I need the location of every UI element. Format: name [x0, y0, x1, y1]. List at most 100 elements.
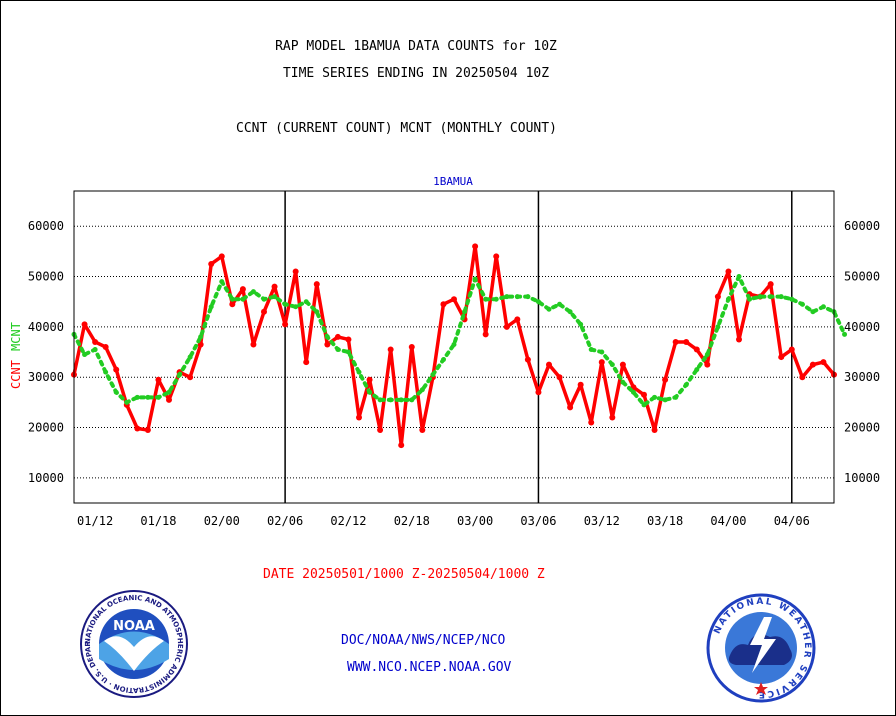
data-point-ccnt: [482, 331, 489, 338]
data-point-mcnt: [335, 347, 341, 353]
data-point-mcnt: [546, 306, 552, 312]
data-point-mcnt: [652, 394, 658, 400]
y-tick-label-right: 30000: [844, 370, 880, 384]
data-point-ccnt: [588, 419, 595, 426]
data-point-ccnt: [820, 359, 827, 366]
data-point-mcnt: [535, 299, 541, 305]
data-point-ccnt: [641, 391, 647, 398]
data-point-ccnt: [366, 376, 373, 383]
data-point-mcnt: [419, 387, 425, 393]
x-tick-label: 02/18: [394, 514, 430, 528]
data-point-mcnt: [440, 357, 446, 363]
data-point-ccnt: [292, 268, 299, 275]
y-tick-label-left: 50000: [28, 270, 64, 284]
data-point-mcnt: [588, 347, 594, 353]
data-point-ccnt: [493, 253, 500, 260]
data-point-ccnt: [377, 427, 384, 434]
data-point-mcnt: [673, 394, 679, 400]
data-point-ccnt: [324, 341, 331, 348]
data-point-ccnt: [619, 361, 626, 368]
data-point-ccnt: [187, 374, 194, 381]
data-point-ccnt: [524, 356, 531, 363]
y-tick-label-right: 20000: [844, 421, 880, 435]
data-point-ccnt: [134, 425, 141, 432]
data-point-mcnt: [620, 379, 626, 385]
data-point-ccnt: [398, 442, 405, 449]
nws-logo: NATIONAL WEATHER SERVICE: [706, 593, 816, 703]
data-point-ccnt: [704, 361, 711, 368]
data-point-ccnt: [609, 414, 616, 421]
data-point-ccnt: [577, 381, 584, 388]
y-tick-label-left: 30000: [28, 370, 64, 384]
x-tick-label: 02/00: [204, 514, 240, 528]
website-label: WWW.NCO.NCEP.NOAA.GOV: [347, 660, 512, 675]
y-tick-label-right: 50000: [844, 270, 880, 284]
data-point-ccnt: [271, 283, 278, 290]
data-point-mcnt: [683, 382, 689, 388]
data-point-ccnt: [250, 341, 257, 348]
data-point-ccnt: [218, 253, 225, 260]
data-point-ccnt: [345, 336, 352, 343]
data-point-mcnt: [493, 296, 499, 302]
data-point-mcnt: [113, 389, 119, 395]
data-point-mcnt: [345, 349, 351, 355]
data-point-ccnt: [229, 301, 236, 308]
data-point-mcnt: [768, 294, 774, 300]
data-point-mcnt: [641, 402, 647, 408]
data-point-mcnt: [261, 296, 267, 302]
y-tick-label-left: 40000: [28, 320, 64, 334]
data-point-mcnt: [694, 367, 700, 373]
data-point-mcnt: [356, 369, 362, 375]
data-point-mcnt: [789, 296, 795, 302]
y-tick-label-right: 40000: [844, 320, 880, 334]
data-point-mcnt: [430, 372, 436, 378]
data-point-mcnt: [715, 324, 721, 330]
data-point-mcnt: [124, 399, 130, 405]
data-point-mcnt: [451, 341, 457, 347]
data-point-ccnt: [799, 374, 806, 381]
data-point-mcnt: [820, 304, 826, 310]
data-point-mcnt: [82, 352, 88, 358]
data-point-ccnt: [282, 321, 289, 328]
data-point-mcnt: [388, 397, 394, 403]
data-point-ccnt: [440, 301, 447, 308]
y-tick-label-right: 60000: [844, 219, 880, 233]
data-point-mcnt: [240, 296, 246, 302]
data-point-ccnt: [672, 338, 679, 345]
data-point-mcnt: [778, 294, 784, 300]
chart-subtitle: CCNT (CURRENT COUNT) MCNT (MONTHLY COUNT…: [236, 121, 557, 136]
data-point-mcnt: [282, 301, 288, 307]
data-point-mcnt: [567, 309, 573, 315]
data-point-mcnt: [525, 294, 531, 300]
data-point-mcnt: [155, 394, 161, 400]
data-point-ccnt: [556, 374, 563, 381]
y-tick-label-left: 10000: [28, 471, 64, 485]
data-point-ccnt: [102, 344, 109, 350]
data-point-ccnt: [334, 333, 341, 340]
data-point-ccnt: [113, 366, 120, 373]
data-point-mcnt: [662, 397, 668, 403]
plot-border: [73, 190, 835, 504]
data-point-ccnt: [303, 359, 310, 366]
data-point-mcnt: [92, 347, 98, 353]
data-point-mcnt: [630, 389, 636, 395]
data-point-ccnt: [809, 361, 816, 368]
x-tick-label: 04/00: [710, 514, 746, 528]
data-point-mcnt: [272, 294, 278, 300]
y-axis-label-ccnt: CCNT: [9, 360, 23, 389]
data-point-mcnt: [367, 389, 373, 395]
data-point-mcnt: [145, 394, 151, 400]
data-point-mcnt: [303, 299, 309, 305]
data-point-ccnt: [567, 404, 574, 411]
series-line-mcnt: [72, 274, 847, 407]
data-point-mcnt: [810, 309, 816, 315]
data-point-ccnt: [166, 396, 172, 403]
noaa-center-text: NOAA: [113, 619, 155, 634]
data-point-ccnt: [92, 338, 99, 345]
data-point-mcnt: [250, 289, 256, 295]
data-point-mcnt: [599, 349, 605, 355]
data-point-mcnt: [472, 276, 478, 282]
data-point-ccnt: [651, 427, 658, 434]
